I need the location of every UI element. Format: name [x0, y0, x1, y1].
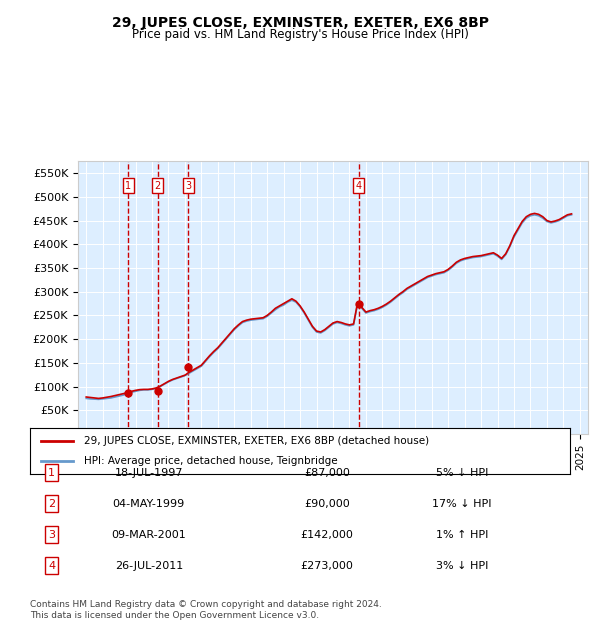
- Text: 29, JUPES CLOSE, EXMINSTER, EXETER, EX6 8BP (detached house): 29, JUPES CLOSE, EXMINSTER, EXETER, EX6 …: [84, 436, 429, 446]
- Text: 29, JUPES CLOSE, EXMINSTER, EXETER, EX6 8BP: 29, JUPES CLOSE, EXMINSTER, EXETER, EX6 …: [112, 16, 488, 30]
- Text: 17% ↓ HPI: 17% ↓ HPI: [432, 498, 492, 509]
- Text: 09-MAR-2001: 09-MAR-2001: [112, 529, 186, 540]
- Text: 26-JUL-2011: 26-JUL-2011: [115, 560, 183, 571]
- Text: 3: 3: [185, 181, 191, 191]
- Text: 3% ↓ HPI: 3% ↓ HPI: [436, 560, 488, 571]
- Text: 3: 3: [48, 529, 55, 540]
- Text: HPI: Average price, detached house, Teignbridge: HPI: Average price, detached house, Teig…: [84, 456, 338, 466]
- Text: 5% ↓ HPI: 5% ↓ HPI: [436, 467, 488, 478]
- Text: 2: 2: [155, 181, 161, 191]
- Text: 04-MAY-1999: 04-MAY-1999: [113, 498, 185, 509]
- Text: £273,000: £273,000: [301, 560, 353, 571]
- Text: £87,000: £87,000: [304, 467, 350, 478]
- Text: 18-JUL-1997: 18-JUL-1997: [115, 467, 183, 478]
- Text: 2: 2: [48, 498, 55, 509]
- Text: £142,000: £142,000: [301, 529, 353, 540]
- Text: 4: 4: [356, 181, 362, 191]
- Text: Price paid vs. HM Land Registry's House Price Index (HPI): Price paid vs. HM Land Registry's House …: [131, 28, 469, 41]
- Text: 1: 1: [125, 181, 131, 191]
- Text: 1: 1: [48, 467, 55, 478]
- Text: Contains HM Land Registry data © Crown copyright and database right 2024.
This d: Contains HM Land Registry data © Crown c…: [30, 600, 382, 619]
- Text: £90,000: £90,000: [304, 498, 350, 509]
- Text: 1% ↑ HPI: 1% ↑ HPI: [436, 529, 488, 540]
- Text: 4: 4: [48, 560, 55, 571]
